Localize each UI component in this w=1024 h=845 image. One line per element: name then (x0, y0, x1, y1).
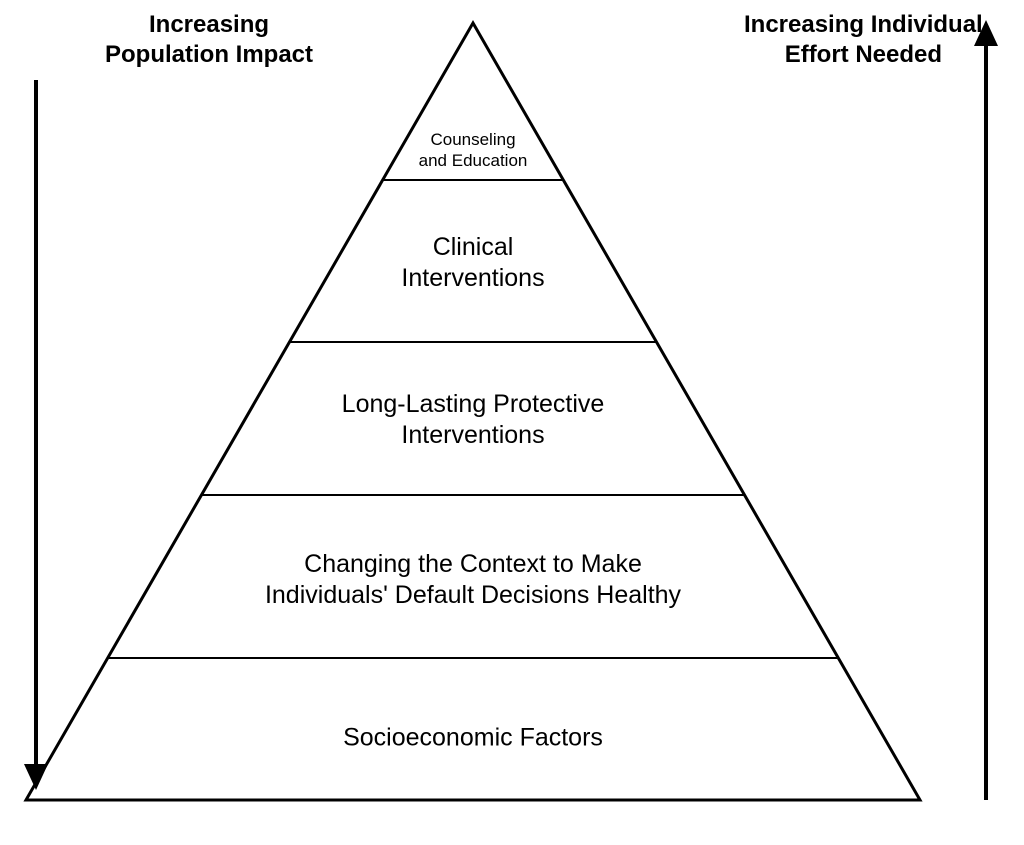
tier-clinical-label: Clinical Interventions (401, 232, 544, 295)
left-arrow-label: Increasing Population Impact (105, 10, 313, 70)
tier-protective-label: Long-Lasting Protective Interventions (342, 389, 605, 452)
pyramid-diagram: Increasing Population Impact Increasing … (0, 0, 1024, 845)
left-arrow (24, 80, 48, 790)
tier-context-label: Changing the Context to Make Individuals… (265, 549, 681, 612)
tier-counseling-label: Counseling and Education (419, 129, 528, 172)
right-arrow-label: Increasing Individual Effort Needed (744, 10, 983, 70)
right-arrow (974, 20, 998, 800)
tier-socioeconomic-label: Socioeconomic Factors (343, 722, 603, 753)
